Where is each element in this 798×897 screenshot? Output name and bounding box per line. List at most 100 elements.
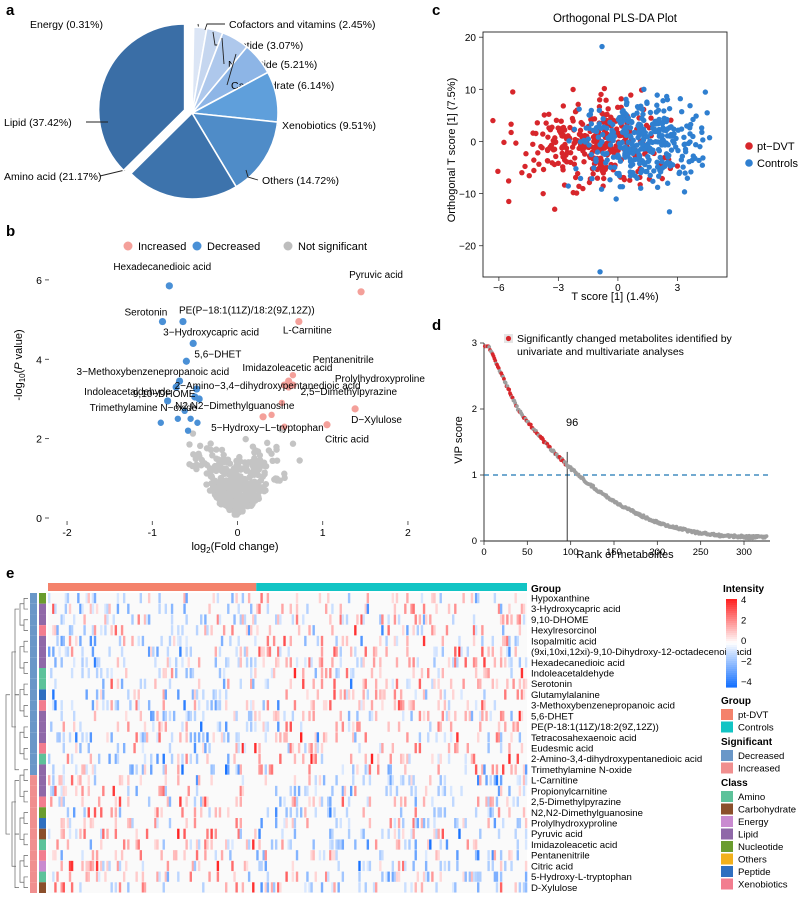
heatmap-cell — [464, 818, 467, 829]
heatmap-cell — [368, 775, 372, 786]
heatmap-cell — [60, 657, 63, 668]
opls-point-controls — [590, 127, 597, 134]
heatmap-cell — [468, 710, 472, 722]
heatmap-cell — [352, 732, 355, 743]
vip-y-axis-label: VIP score — [453, 416, 465, 464]
heatmap-cell — [502, 625, 505, 636]
opls-da-plot: Orthogonal PLS-DA Plot T score [1] (1.4%… — [446, 13, 798, 303]
heatmap-cell — [285, 721, 288, 732]
heatmap-cell — [89, 839, 93, 850]
intensity-legend-swatch — [726, 653, 737, 656]
heatmap-cell — [162, 700, 165, 711]
heatmap-cell — [225, 839, 228, 850]
heatmap-cell — [147, 700, 151, 711]
heatmap-cell — [204, 743, 207, 754]
heatmap-cell — [379, 668, 382, 679]
heatmap-legend-label: Lipid — [738, 830, 758, 841]
heatmap-cell — [127, 796, 130, 807]
volcano-point-label: Serotonin — [125, 308, 168, 319]
volcano-point-ns — [251, 455, 258, 462]
heatmap-cell — [339, 689, 342, 700]
heatmap-cell — [454, 882, 457, 893]
heatmap-cell — [135, 785, 138, 797]
heatmap-cell — [52, 785, 55, 797]
heatmap-cell — [102, 678, 105, 689]
intensity-legend-swatch — [726, 605, 737, 608]
heatmap-class-cell — [39, 807, 46, 818]
heatmap-cell — [416, 625, 420, 636]
heatmap-significance-cell — [30, 775, 37, 786]
heatmap-cell — [102, 689, 105, 700]
heatmap-cell — [293, 796, 297, 807]
volcano-legend-dot — [283, 241, 293, 251]
heatmap-cell — [258, 710, 261, 722]
heatmap-cell — [366, 593, 370, 604]
heatmap-cell — [139, 775, 143, 786]
heatmap-cell — [158, 785, 161, 797]
heatmap-cell — [516, 614, 519, 625]
heatmap-cell — [48, 775, 51, 786]
opls-point-ptdvt — [553, 117, 560, 124]
heatmap-cell — [472, 635, 476, 647]
heatmap-cell — [243, 646, 247, 657]
heatmap-cell — [237, 657, 240, 668]
heatmap-cell — [239, 828, 242, 839]
volcano-point-label: 2−Amino−3,4−dihydroxypentanedioic acid — [175, 381, 361, 392]
heatmap-cell — [493, 700, 497, 711]
heatmap-cell — [495, 871, 499, 882]
heatmap-cell — [464, 764, 467, 775]
heatmap-cell — [516, 753, 519, 764]
opls-point-ptdvt — [590, 171, 596, 177]
heatmap-cell — [489, 775, 492, 786]
heatmap-cell — [481, 625, 484, 636]
heatmap-cell — [177, 871, 180, 882]
heatmap-cell — [320, 743, 324, 754]
heatmap-cell — [370, 700, 374, 711]
opls-point-controls — [623, 101, 630, 108]
vip-y-tick-label: 3 — [472, 338, 477, 349]
heatmap-cell — [293, 818, 297, 829]
volcano-point-label: Hexadecanedioic acid — [113, 262, 211, 273]
heatmap-cell — [402, 625, 405, 636]
heatmap-cell — [193, 689, 197, 700]
heatmap-cell — [379, 614, 382, 625]
heatmap-cell — [408, 753, 411, 764]
heatmap-cell — [504, 657, 507, 668]
intensity-legend-swatch — [726, 621, 737, 624]
heatmap-cell — [152, 710, 155, 722]
heatmap-cell — [81, 764, 84, 775]
opls-point-ptdvt — [560, 124, 567, 131]
heatmap-cell — [185, 839, 188, 850]
heatmap-row-label: Glutamylalanine — [531, 690, 600, 701]
heatmap-cell — [283, 796, 286, 807]
volcano-point-ns — [272, 475, 279, 482]
heatmap-cell — [339, 818, 342, 829]
volcano-point-ns — [252, 447, 259, 454]
dendrogram-branch — [11, 801, 16, 867]
heatmap-cell — [377, 764, 380, 775]
heatmap-cell — [97, 871, 101, 882]
heatmap-cell — [204, 796, 207, 807]
heatmap-cell — [125, 668, 128, 679]
heatmap-cell — [337, 882, 340, 893]
heatmap-cell — [227, 657, 230, 668]
heatmap-cell — [341, 614, 345, 625]
heatmap-cell — [433, 807, 436, 818]
heatmap-cell — [452, 689, 455, 700]
opls-point-controls — [688, 169, 694, 175]
heatmap-cell — [214, 646, 217, 657]
opls-point-ptdvt — [543, 120, 549, 126]
heatmap-cell — [464, 710, 467, 722]
opls-point-controls — [652, 127, 658, 134]
panel-label-b: b — [6, 223, 15, 240]
volcano-point-labeled — [323, 421, 331, 429]
heatmap-cell — [166, 796, 170, 807]
intensity-legend-swatch — [726, 623, 737, 626]
heatmap-cell — [508, 753, 511, 764]
heatmap-cell — [366, 689, 370, 700]
heatmap-cell — [358, 721, 361, 732]
heatmap-cell — [233, 753, 236, 764]
dendrogram-branch — [23, 683, 28, 696]
heatmap-significance-cell — [30, 796, 37, 808]
volcano-point-ns — [227, 472, 234, 479]
